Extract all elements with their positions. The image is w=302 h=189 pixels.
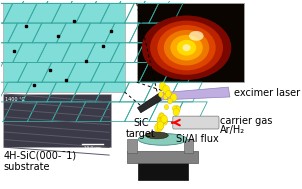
Ellipse shape [150, 21, 223, 75]
Ellipse shape [157, 25, 216, 70]
Ellipse shape [159, 113, 164, 120]
FancyBboxPatch shape [173, 116, 219, 129]
Ellipse shape [164, 105, 169, 110]
Ellipse shape [170, 35, 203, 60]
Ellipse shape [168, 98, 172, 104]
Ellipse shape [142, 16, 231, 80]
Ellipse shape [159, 82, 166, 90]
Text: Si/Al flux: Si/Al flux [176, 134, 219, 144]
Ellipse shape [162, 118, 168, 125]
Text: 1400 °C: 1400 °C [5, 97, 25, 102]
Ellipse shape [157, 116, 162, 122]
Ellipse shape [160, 115, 166, 122]
Ellipse shape [164, 30, 209, 65]
Ellipse shape [160, 116, 166, 123]
Polygon shape [137, 93, 162, 113]
Ellipse shape [146, 132, 168, 139]
Bar [3, 94, 111, 147]
Text: carrier gas: carrier gas [220, 116, 273, 126]
Ellipse shape [138, 133, 187, 145]
Ellipse shape [172, 106, 177, 111]
Ellipse shape [173, 108, 179, 116]
Ellipse shape [161, 115, 167, 123]
Ellipse shape [157, 122, 163, 130]
Bar [127, 139, 137, 153]
Text: 4H-SiC(000-¯1)
substrate: 4H-SiC(000-¯1) substrate [4, 150, 77, 172]
Text: 20.0 μm: 20.0 μm [84, 146, 101, 150]
Ellipse shape [170, 35, 203, 60]
Ellipse shape [163, 94, 168, 100]
Ellipse shape [142, 16, 231, 80]
Ellipse shape [189, 31, 204, 41]
Ellipse shape [171, 94, 177, 101]
Ellipse shape [167, 91, 172, 96]
Ellipse shape [163, 85, 170, 94]
Bar [184, 139, 194, 153]
Ellipse shape [182, 44, 191, 51]
Ellipse shape [177, 40, 196, 56]
Ellipse shape [158, 119, 162, 125]
Ellipse shape [157, 121, 164, 129]
Ellipse shape [165, 90, 171, 97]
Ellipse shape [164, 30, 209, 65]
Bar [3, 3, 124, 92]
Ellipse shape [177, 40, 196, 56]
Bar [137, 3, 245, 82]
Ellipse shape [157, 25, 216, 70]
Ellipse shape [157, 125, 162, 131]
Ellipse shape [175, 106, 180, 112]
Ellipse shape [182, 44, 191, 51]
Bar [127, 151, 198, 163]
Ellipse shape [155, 123, 162, 132]
Ellipse shape [150, 21, 223, 75]
Text: SiC
target: SiC target [126, 118, 156, 139]
Ellipse shape [158, 120, 162, 125]
Ellipse shape [162, 119, 167, 125]
Text: excimer laser: excimer laser [234, 88, 300, 98]
Ellipse shape [174, 105, 180, 113]
Text: Ar/H₂: Ar/H₂ [220, 125, 245, 136]
Ellipse shape [159, 92, 163, 97]
Bar [137, 162, 188, 180]
Ellipse shape [160, 113, 164, 118]
Ellipse shape [157, 121, 163, 128]
Ellipse shape [159, 116, 166, 124]
Ellipse shape [157, 117, 164, 126]
Polygon shape [159, 87, 230, 100]
